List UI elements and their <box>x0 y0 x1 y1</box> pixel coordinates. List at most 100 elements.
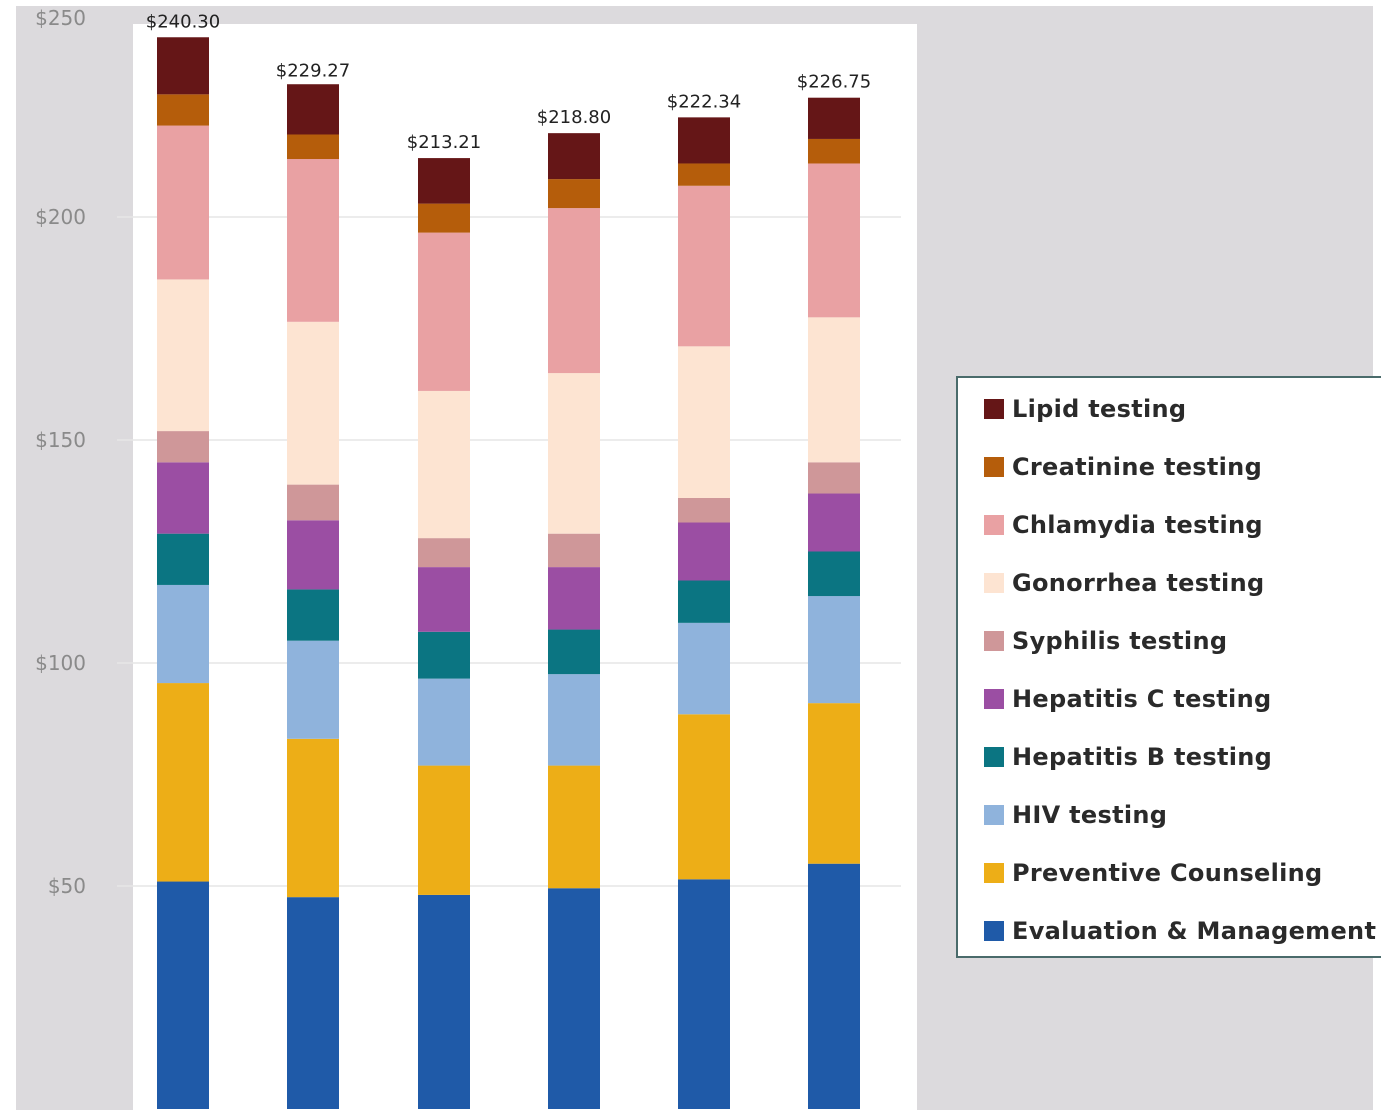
bar-segment-hepatitis-b-testing <box>157 533 209 585</box>
bar-segment-lipid-testing <box>287 84 339 135</box>
bar-segment-syphilis-testing <box>418 538 470 568</box>
bar-segment-syphilis-testing <box>157 431 209 463</box>
legend-item-syphilis-testing: Syphilis testing <box>984 626 1227 656</box>
bar-segment-creatinine-testing <box>418 203 470 233</box>
bar-segment-evaluation-and-management <box>418 894 470 1109</box>
plot-area <box>133 24 917 1116</box>
bar-total-label: $213.21 <box>407 132 481 153</box>
bar-segment-hepatitis-c-testing <box>157 462 209 534</box>
bar-segment-hiv-testing <box>287 640 339 739</box>
bar-segment-hepatitis-b-testing <box>418 631 470 679</box>
bar-segment-hepatitis-c-testing <box>418 567 470 632</box>
bar-segment-hepatitis-b-testing <box>287 589 339 641</box>
bar-segment-chlamydia-testing <box>287 159 339 322</box>
bar-segment-lipid-testing <box>418 158 470 204</box>
legend-label: Syphilis testing <box>1012 627 1228 655</box>
bar-segment-hiv-testing <box>548 674 600 766</box>
legend-swatch <box>984 457 1004 477</box>
bar-segment-preventive-counseling <box>418 765 470 895</box>
bar-segment-syphilis-testing <box>287 484 339 521</box>
legend-label: Hepatitis B testing <box>1012 743 1273 771</box>
bar-segment-chlamydia-testing <box>678 185 730 347</box>
legend-item-hiv-testing: HIV testing <box>984 800 1167 830</box>
y-tick-label: $150 <box>35 428 86 452</box>
legend-item-preventive-counseling: Preventive Counseling <box>984 858 1323 888</box>
bar-segment-evaluation-and-management <box>678 879 730 1109</box>
legend-item-lipid-testing: Lipid testing <box>984 394 1186 424</box>
bar-segment-lipid-testing <box>157 37 209 95</box>
bar-segment-hiv-testing <box>418 678 470 766</box>
bar-total-label: $240.30 <box>146 11 220 32</box>
legend-label: Preventive Counseling <box>1012 859 1323 887</box>
bar-segment-gonorrhea-testing <box>808 317 860 463</box>
bar-segment-evaluation-and-management <box>287 897 339 1109</box>
bar-segment-creatinine-testing <box>287 134 339 160</box>
bar-segment-hepatitis-c-testing <box>678 522 730 581</box>
legend-item-chlamydia-testing: Chlamydia testing <box>984 510 1263 540</box>
stacked-bar-chart: $50 $100 $150 $200 $250 $240.30 $229.27 $213.21… <box>35 6 901 1109</box>
bar-segment-hepatitis-c-testing <box>808 493 860 552</box>
legend-swatch <box>984 863 1004 883</box>
bar-segment-gonorrhea-testing <box>418 390 470 539</box>
y-tick-label: $200 <box>35 205 86 229</box>
legend: Lipid testing Creatinine testing Chlamydia… <box>956 376 1381 958</box>
y-tick-label: $250 <box>35 6 86 30</box>
legend-label: Hepatitis C testing <box>1012 685 1272 713</box>
bar-segment-lipid-testing <box>548 133 600 180</box>
bar-segment-evaluation-and-management <box>808 863 860 1109</box>
bar-segment-syphilis-testing <box>678 497 730 523</box>
bar-segment-lipid-testing <box>678 117 730 164</box>
bar-segment-creatinine-testing <box>808 138 860 164</box>
bar-segment-gonorrhea-testing <box>287 321 339 485</box>
bar-total-label: $222.34 <box>667 91 741 112</box>
legend-item-creatinine-testing: Creatinine testing <box>984 452 1262 482</box>
legend-label: Gonorrhea testing <box>1012 569 1265 597</box>
legend-swatch <box>984 399 1004 419</box>
legend-swatch <box>984 921 1004 941</box>
legend-label: Lipid testing <box>1012 395 1187 423</box>
bar-segment-chlamydia-testing <box>808 163 860 318</box>
bar-segment-hepatitis-b-testing <box>808 551 860 597</box>
legend-item-gonorrhea-testing: Gonorrhea testing <box>984 568 1264 598</box>
legend-swatch <box>984 747 1004 767</box>
bar-segment-gonorrhea-testing <box>678 346 730 498</box>
chart-frame: $50 $100 $150 $200 $250 $240.30 $229.27 $213.21… <box>16 6 1381 1116</box>
bar-segment-syphilis-testing <box>548 533 600 568</box>
legend-swatch <box>984 631 1004 651</box>
bar-segment-creatinine-testing <box>157 94 209 126</box>
legend-swatch <box>984 515 1004 535</box>
bar-segment-preventive-counseling <box>808 703 860 864</box>
bar-segment-preventive-counseling <box>678 714 730 880</box>
bar-segment-preventive-counseling <box>157 683 209 882</box>
bar-segment-hepatitis-c-testing <box>548 567 600 630</box>
bar-segment-preventive-counseling <box>287 738 339 898</box>
bar-segment-lipid-testing <box>808 97 860 139</box>
bar-segment-preventive-counseling <box>548 765 600 889</box>
bar-segment-gonorrhea-testing <box>548 373 600 534</box>
bar-segment-chlamydia-testing <box>157 125 209 280</box>
bar-total-label: $229.27 <box>276 60 350 81</box>
legend-swatch <box>984 805 1004 825</box>
bar-segment-creatinine-testing <box>548 179 600 209</box>
legend-label: Creatinine testing <box>1012 453 1263 481</box>
legend-swatch <box>984 573 1004 593</box>
legend-label: Chlamydia testing <box>1012 511 1263 539</box>
bar-segment-evaluation-and-management <box>548 888 600 1109</box>
legend-swatch <box>984 689 1004 709</box>
legend-label: HIV testing <box>1012 801 1168 829</box>
y-tick-label: $50 <box>48 874 86 898</box>
bar-segment-hiv-testing <box>808 596 860 704</box>
bar-segment-chlamydia-testing <box>548 208 600 374</box>
bar-segment-evaluation-and-management <box>157 881 209 1109</box>
bar-segment-hiv-testing <box>157 584 209 684</box>
bar-total-label: $218.80 <box>537 107 611 128</box>
legend-item-evaluation-and-management: Evaluation & Management <box>984 916 1376 946</box>
bar-segment-chlamydia-testing <box>418 232 470 391</box>
bar-segment-gonorrhea-testing <box>157 279 209 432</box>
bar-segment-creatinine-testing <box>678 163 730 186</box>
bar-segment-hepatitis-b-testing <box>548 629 600 675</box>
legend-label: Evaluation & Management <box>1012 917 1377 945</box>
bar-segment-syphilis-testing <box>808 462 860 494</box>
bar-total-label: $226.75 <box>797 72 871 93</box>
bar-segment-hepatitis-b-testing <box>678 580 730 623</box>
